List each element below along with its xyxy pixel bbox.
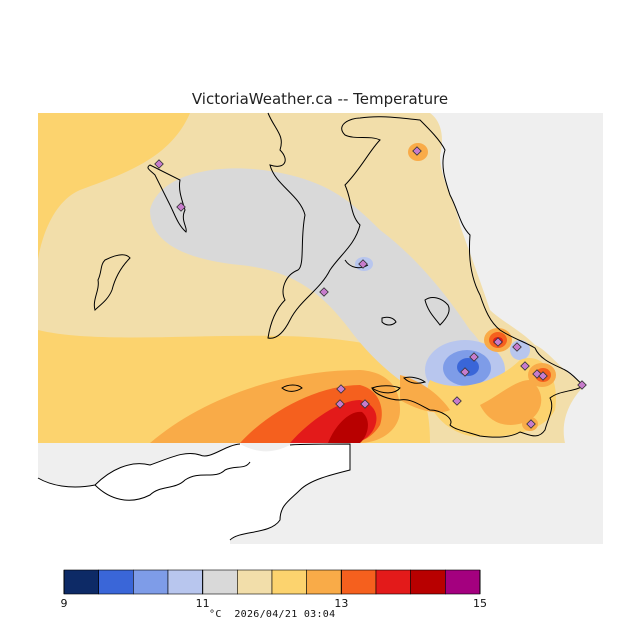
station-marker[interactable]	[319, 287, 329, 297]
color-scale-bin	[375, 569, 411, 595]
station-marker[interactable]	[460, 367, 470, 377]
station-marker[interactable]	[577, 380, 587, 390]
color-scale-bin	[341, 569, 377, 595]
timestamp: 2026/04/21 03:04	[234, 609, 336, 620]
temperature-field	[38, 113, 603, 443]
color-scale-bin	[271, 569, 307, 595]
south-coast-outline	[37, 443, 351, 541]
color-scale-bin	[445, 569, 481, 595]
legend-footer: °C 2026/04/21 03:04	[209, 609, 335, 620]
station-marker[interactable]	[336, 384, 346, 394]
color-scale-bin	[98, 569, 134, 595]
station-marker[interactable]	[512, 342, 522, 352]
station-marker[interactable]	[335, 399, 345, 409]
color-scale-bin	[63, 569, 99, 595]
color-scale-bar	[63, 569, 481, 595]
color-scale-bin	[237, 569, 273, 595]
color-scale-tick-label: 9	[60, 597, 68, 610]
color-scale-bin	[167, 569, 203, 595]
station-marker[interactable]	[538, 371, 548, 381]
station-marker[interactable]	[412, 146, 422, 156]
color-scale-tick-label: 13	[334, 597, 349, 610]
station-marker[interactable]	[358, 259, 368, 269]
south-coast-detail	[94, 461, 251, 501]
south-landmass	[38, 444, 350, 544]
coastlines	[93, 112, 587, 438]
weather-stations[interactable]	[154, 146, 587, 429]
map-title: VictoriaWeather.ca -- Temperature	[191, 90, 449, 108]
color-scale-tick-label: 11	[195, 597, 210, 610]
station-marker[interactable]	[176, 202, 186, 212]
color-scale-bin	[133, 569, 169, 595]
station-marker[interactable]	[493, 337, 503, 347]
color-scale-bin	[306, 569, 342, 595]
station-marker[interactable]	[360, 399, 370, 409]
station-marker[interactable]	[526, 419, 536, 429]
station-marker[interactable]	[520, 361, 530, 371]
color-scale-bin	[410, 569, 446, 595]
station-marker[interactable]	[154, 159, 164, 169]
station-marker[interactable]	[452, 396, 462, 406]
unit-label: °C	[209, 609, 222, 620]
station-marker[interactable]	[469, 352, 479, 362]
color-scale-tick-label: 15	[473, 597, 487, 610]
color-scale-bin	[202, 569, 238, 595]
